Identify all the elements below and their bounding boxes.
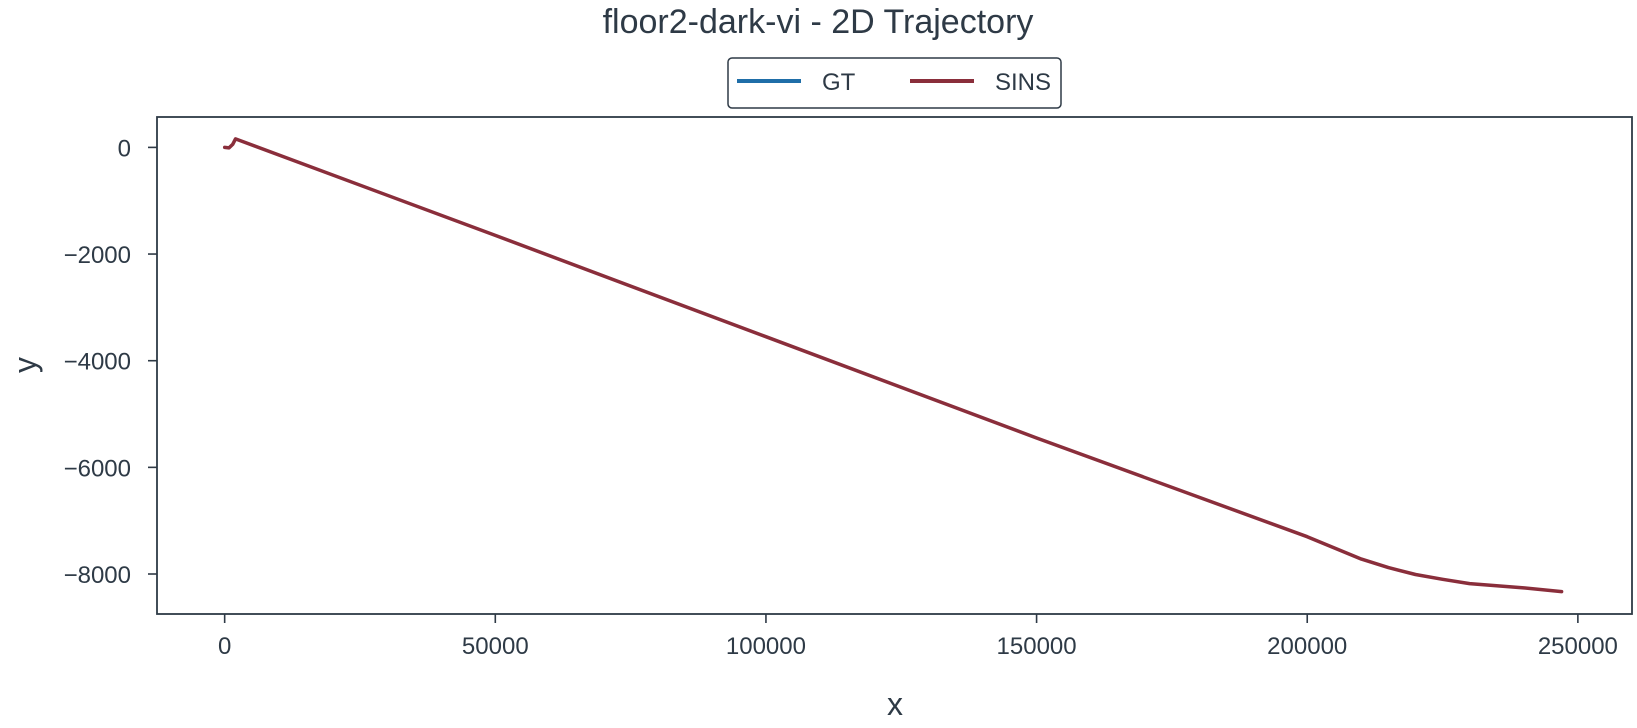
- legend-label-sins: SINS: [995, 69, 1051, 96]
- series-layer: [222, 137, 1564, 594]
- x-tick-label: 0: [218, 633, 231, 660]
- y-axis-label: y: [7, 357, 43, 373]
- y-axis: 0 −2000 −4000 −6000 −8000: [64, 135, 157, 589]
- x-tick-label: 250000: [1538, 633, 1618, 660]
- plot-area: [156, 116, 1633, 615]
- legend: GT SINS: [727, 57, 1062, 109]
- y-tick-label: −4000: [64, 349, 131, 376]
- x-tick-label: 150000: [997, 633, 1077, 660]
- x-tick-label: 100000: [726, 633, 806, 660]
- y-tick-label: −6000: [64, 455, 131, 482]
- chart-title: floor2-dark-vi - 2D Trajectory: [603, 3, 1034, 41]
- legend-label-gt: GT: [822, 69, 856, 96]
- x-tick-label: 200000: [1267, 633, 1347, 660]
- plot-frame: [156, 116, 1633, 615]
- x-axis-label: x: [887, 686, 903, 722]
- series-line-sins: [222, 137, 1564, 594]
- x-axis: 0 50000 100000 150000 200000 250000: [218, 614, 1618, 660]
- legend-frame: [727, 57, 1062, 109]
- y-tick-label: 0: [118, 135, 131, 162]
- y-tick-label: −2000: [64, 242, 131, 269]
- y-tick-label: −8000: [64, 562, 131, 589]
- x-tick-label: 50000: [462, 633, 529, 660]
